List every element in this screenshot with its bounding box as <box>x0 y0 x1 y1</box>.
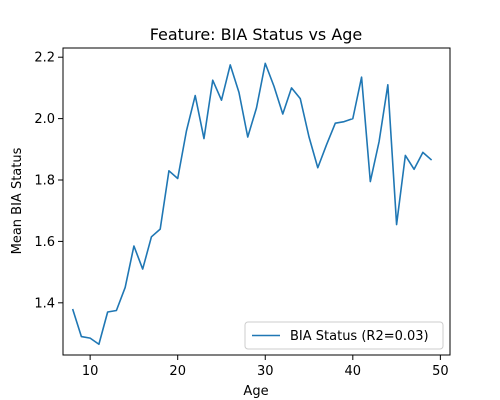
y-axis: 1.4 1.6 1.8 2.0 2.2 <box>34 51 63 311</box>
axes-frame <box>62 47 451 356</box>
y-tick-label: 2.2 <box>34 51 55 66</box>
plot-area <box>62 47 451 356</box>
legend-label: BIA Status (R2=0.03) <box>290 329 429 344</box>
x-tick-label: 10 <box>82 364 99 379</box>
y-tick-label: 1.8 <box>34 174 55 189</box>
x-tick-label: 50 <box>432 364 449 379</box>
y-tick-label: 1.6 <box>34 235 55 250</box>
chart-title: Feature: BIA Status vs Age <box>150 25 363 44</box>
x-axis: 10 20 30 40 50 <box>82 355 449 379</box>
x-tick-label: 20 <box>169 364 186 379</box>
y-axis-label: Mean BIA Status <box>10 147 25 254</box>
legend-box <box>244 321 444 350</box>
legend: BIA Status (R2=0.03) <box>244 321 444 350</box>
series-line-bia-status <box>71 62 433 346</box>
x-tick-label: 30 <box>257 364 274 379</box>
x-tick-label: 40 <box>345 364 362 379</box>
y-tick-label: 1.4 <box>34 296 55 311</box>
y-tick-label: 2.0 <box>34 112 55 127</box>
x-axis-label: Age <box>243 384 268 399</box>
